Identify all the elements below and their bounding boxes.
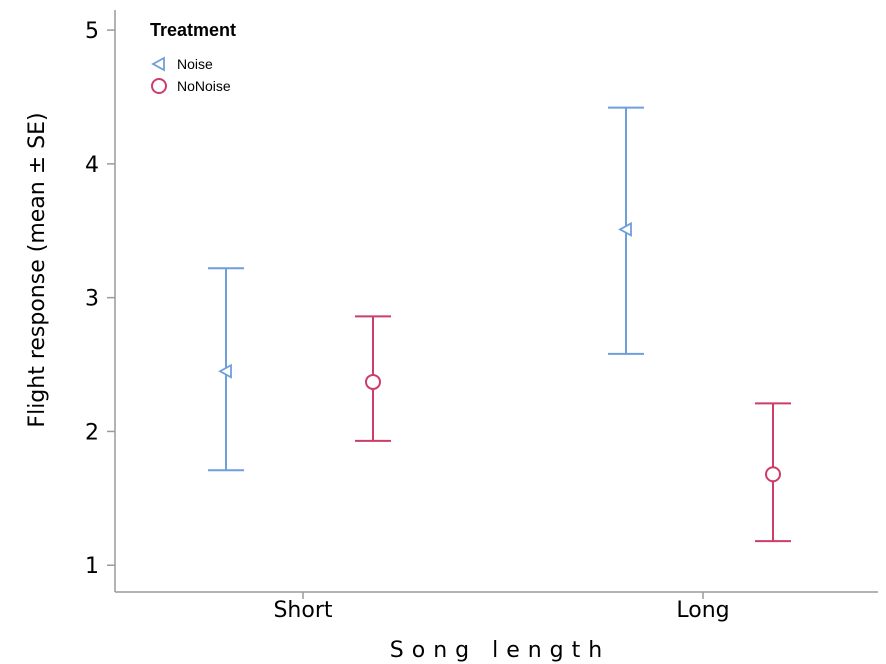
legend-marker	[151, 78, 167, 94]
legend-items: Noise NoNoise	[151, 56, 231, 94]
y-tick-label: 2	[85, 420, 99, 445]
y-axis-ticks: 1 2 3 4 5	[85, 19, 115, 579]
y-axis-title: Flight response (mean ± SE)	[25, 112, 50, 427]
y-tick-label: 1	[85, 554, 99, 579]
axes	[114, 10, 878, 593]
legend-marker	[151, 56, 165, 72]
legend: Treatment Noise NoNoise	[150, 20, 236, 94]
mean-point	[218, 363, 232, 379]
legend-item: Noise	[151, 56, 213, 72]
y-tick-label: 3	[85, 287, 99, 312]
legend-item: NoNoise	[151, 78, 231, 94]
y-tick-label: 5	[85, 19, 99, 44]
legend-label: NoNoise	[177, 78, 231, 94]
x-axis-title: Song length	[390, 638, 610, 663]
legend-label: Noise	[177, 56, 213, 72]
mean-point	[365, 373, 381, 390]
series-nonoise	[355, 315, 791, 543]
mean-point	[618, 221, 632, 237]
y-tick-label: 4	[85, 153, 99, 178]
mean-point	[765, 466, 781, 483]
x-tick-label: Short	[273, 598, 332, 623]
x-axis-ticks: Short Long	[273, 592, 730, 623]
series-layer	[208, 106, 791, 543]
legend-title: Treatment	[150, 20, 236, 40]
series-noise	[208, 106, 644, 472]
x-tick-label: Long	[676, 598, 729, 623]
